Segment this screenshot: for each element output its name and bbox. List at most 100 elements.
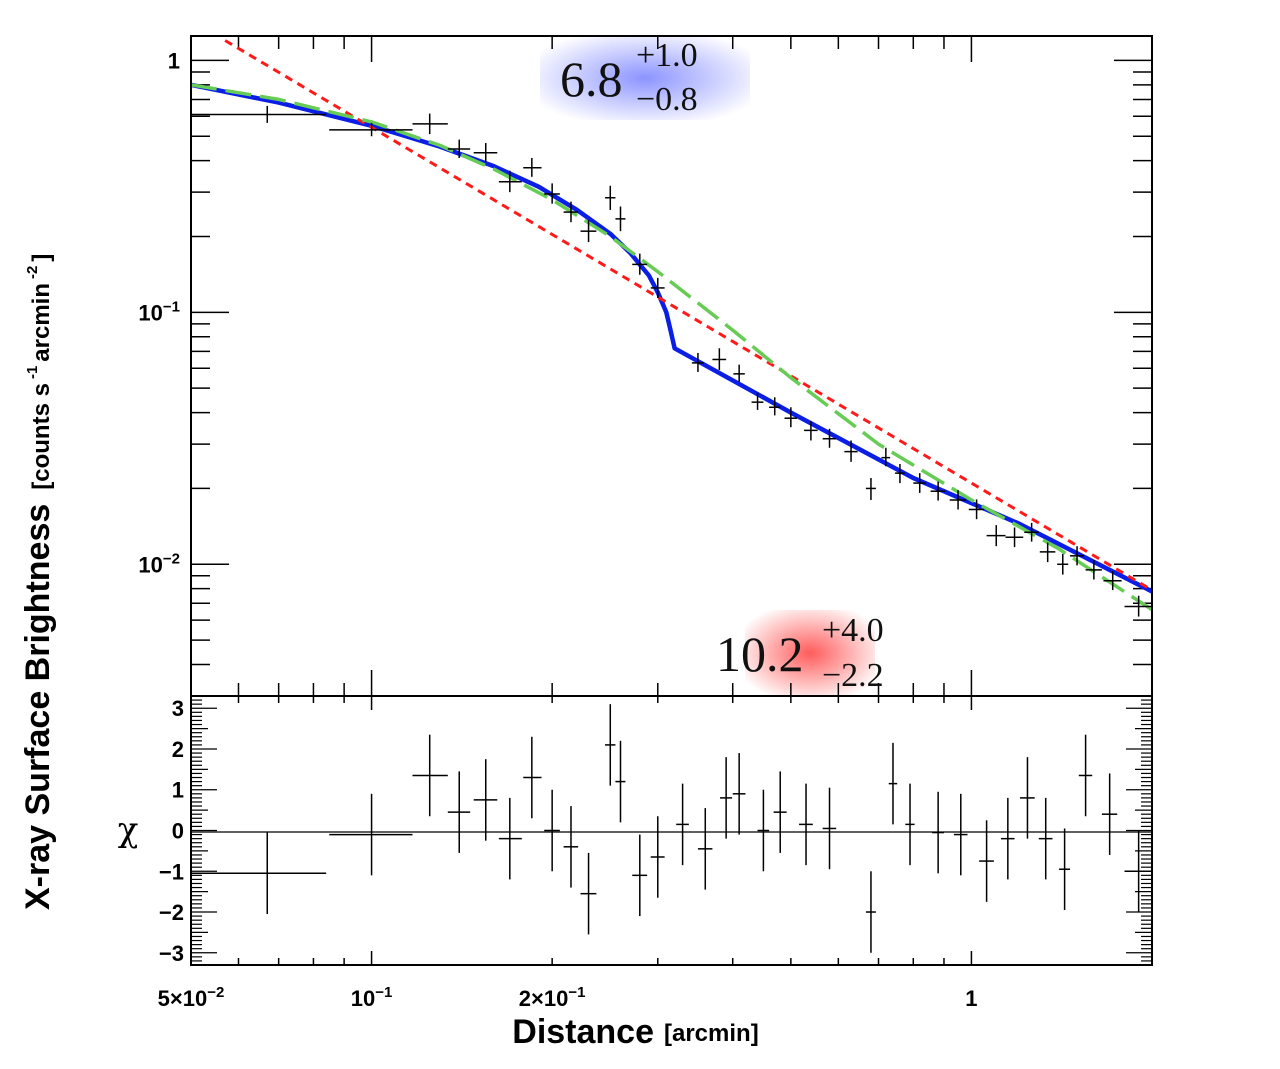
residual-point: [1000, 797, 1015, 880]
y-axis-unit-b: arcmin: [28, 283, 55, 362]
residual-point: [1020, 757, 1035, 839]
fit-curve-broken-power-law: [191, 82, 1152, 594]
data-point: [191, 105, 327, 123]
data-point: [1024, 522, 1039, 542]
x-tick-label: 1: [965, 986, 977, 1011]
residual-point: [822, 787, 837, 870]
data-point: [329, 122, 413, 137]
x-tick-label-base: 1: [965, 986, 977, 1011]
residual-y-tick-label: 1: [172, 778, 184, 803]
data-point: [473, 143, 498, 163]
residual-point: [865, 871, 876, 953]
data-point: [498, 170, 522, 193]
fit-curves: [191, 39, 1152, 612]
annotation-highlight-red: [745, 610, 875, 696]
annotation-lower-sub: −2.2: [822, 657, 884, 694]
residual-y-tick-label: 3: [172, 696, 184, 721]
data-point: [523, 157, 542, 177]
fit-curve-beta-model: [191, 83, 1152, 612]
annotation-upper-value: 6.8: [560, 51, 623, 107]
residual-points: [191, 704, 1152, 953]
residual-point: [697, 808, 713, 890]
residual-point: [1078, 734, 1093, 817]
residual-point: [773, 771, 787, 853]
y-axis-label: X-ray Surface Brightness: [19, 504, 57, 910]
data-point: [784, 407, 798, 428]
data-point: [650, 277, 665, 299]
annotation-lower-value: 10.2: [716, 626, 804, 682]
residual-point: [473, 759, 498, 841]
data-point: [1085, 559, 1102, 580]
y-tick-label: 10−1: [138, 298, 180, 325]
bottom-plot-frame: [190, 695, 1153, 966]
data-point: [712, 348, 727, 371]
data-point: [968, 499, 985, 520]
residual-point: [544, 789, 560, 872]
data-point: [447, 139, 471, 158]
x-tick-label-base: 10: [351, 986, 375, 1011]
data-point: [1103, 571, 1122, 591]
data-point: [412, 113, 448, 135]
data-point: [1057, 553, 1069, 575]
residual-y-tick-label: 0: [172, 819, 184, 844]
x-tick-labels: 5×10−2 10−1 2×10−1 1: [158, 984, 978, 1011]
x-axis-title: Distance [arcmin]: [512, 1013, 758, 1051]
residual-point: [732, 753, 746, 835]
data-point: [895, 464, 905, 484]
residual-y-label: χ: [118, 810, 139, 850]
data-point: [865, 478, 876, 500]
residual-point: [523, 736, 542, 819]
top-axis-ticks: [190, 36, 1153, 697]
data-point: [1070, 546, 1084, 566]
x-tick-label-exponent: −1: [375, 984, 392, 1001]
annotation-upper: 6.8 +1.0 −0.8: [560, 37, 698, 118]
annotation-lower: 10.2 +4.0 −2.2: [716, 612, 884, 694]
y-tick-labels-top: 110−110−2: [138, 48, 180, 577]
residual-point: [615, 740, 626, 823]
residual-point: [757, 789, 770, 872]
y-tick-label-base: 1: [168, 48, 180, 73]
fit-curve-single-power-law: [224, 39, 1152, 592]
y-axis-title-text: X-ray Surface Brightness [counts s -1 ar…: [19, 254, 57, 910]
data-point: [632, 253, 648, 275]
y-axis-title: X-ray Surface Brightness [counts s -1 ar…: [19, 254, 57, 910]
residual-point: [979, 820, 994, 902]
residual-point: [1101, 773, 1118, 855]
residual-point: [676, 783, 689, 866]
data-points: [191, 105, 1152, 617]
data-point: [563, 201, 579, 223]
annotation-upper-sub: −0.8: [636, 81, 698, 118]
residual-point: [580, 852, 597, 935]
data-point: [949, 490, 967, 510]
data-point: [769, 397, 781, 416]
residual-point: [498, 797, 522, 880]
residuals-panel: [190, 695, 1153, 966]
residual-point: [191, 832, 327, 915]
residual-point: [650, 816, 665, 898]
data-point: [751, 392, 764, 410]
x-axis-unit: [arcmin]: [664, 1020, 759, 1047]
data-point: [1124, 595, 1152, 617]
data-point: [881, 447, 891, 467]
data-point: [913, 473, 927, 493]
residual-point: [605, 704, 616, 786]
data-point: [615, 206, 626, 232]
y-tick-label: 1: [168, 48, 180, 73]
data-point: [844, 440, 858, 462]
annotation-upper-sup: +1.0: [636, 37, 698, 74]
data-point: [605, 185, 616, 210]
y-axis-unit-a: [counts s: [28, 383, 55, 490]
x-tick-label: 10−1: [351, 984, 393, 1011]
data-point: [1005, 527, 1024, 548]
top-plot-frame: [190, 35, 1153, 697]
residual-point: [1038, 797, 1053, 880]
residual-y-tick-label: −2: [159, 900, 184, 925]
y-axis-unit-sup1: -1: [24, 366, 41, 379]
x-tick-label-exponent: −2: [207, 984, 224, 1001]
annotation-lower-sup: +4.0: [822, 612, 884, 649]
residual-point: [888, 742, 898, 825]
residual-y-tick-label: −3: [159, 941, 184, 966]
residual-point: [932, 791, 944, 874]
x-tick-label: 5×10−2: [158, 984, 225, 1011]
